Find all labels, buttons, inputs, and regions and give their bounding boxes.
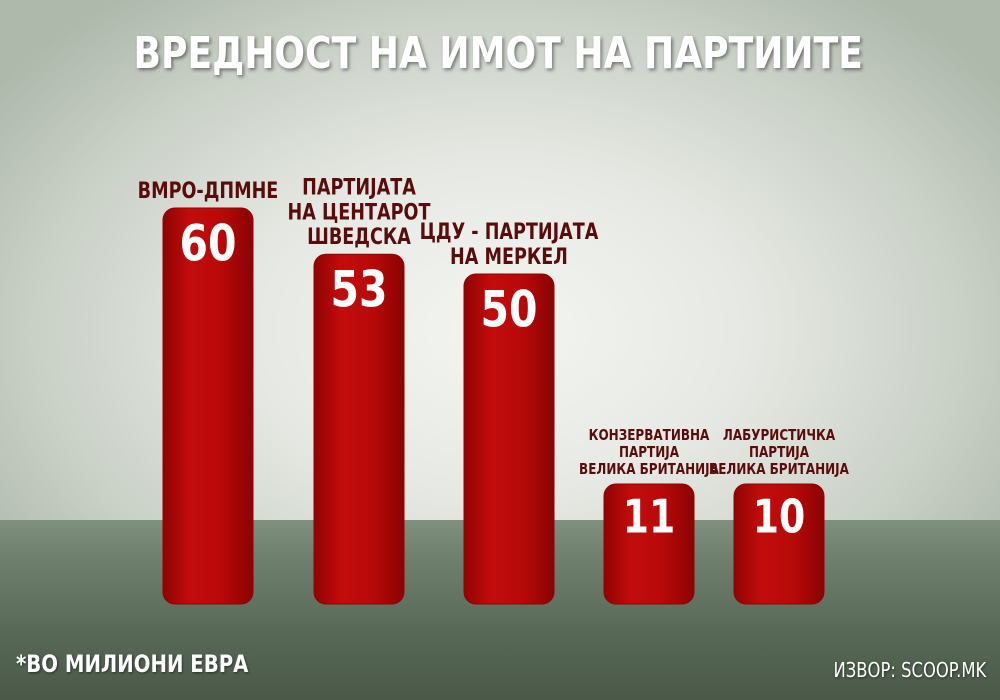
- chart-title: ВРЕДНОСТ НА ИМОТ НА ПАРТИИТЕ: [133, 28, 863, 79]
- category-label: ЛАБУРИСТИЧКА: [723, 427, 836, 445]
- bar-value-label: 60: [179, 215, 236, 273]
- category-label: ВМРО-ДПМНЕ: [138, 178, 279, 203]
- bar: [733, 483, 825, 605]
- bar-value-label: 11: [623, 490, 675, 544]
- category-label: НА МЕРКЕЛ: [450, 244, 568, 269]
- category-label: ЦДУ - ПАРТИЈАТА: [420, 219, 599, 244]
- category-label: ПАРТИЈАТА: [302, 175, 416, 200]
- bar: [463, 273, 555, 605]
- category-label: ШВЕДСКА: [307, 224, 411, 249]
- bar: [603, 483, 695, 605]
- bar-value-label: 50: [480, 281, 537, 339]
- category-label: ВЕЛИКА БРИТАНИЈА: [709, 461, 849, 479]
- bar-value-label: 53: [330, 261, 387, 319]
- category-label: ПАРТИЈА: [619, 444, 680, 462]
- bar-value-label: 10: [753, 490, 805, 544]
- category-label: НА ЦЕНТАРОТ: [288, 199, 431, 224]
- category-label: ВЕЛИКА БРИТАНИЈА: [579, 461, 719, 479]
- bar: [162, 207, 254, 605]
- source-label: ИЗВОР: SCOOP.MK: [833, 658, 986, 682]
- bar-group: 60 ВМРО-ДПМНЕ: [138, 178, 279, 605]
- category-label: КОНЗЕРВАТИВНА: [589, 427, 710, 445]
- unit-footnote: *ВО МИЛИОНИ ЕВРА: [16, 650, 249, 678]
- bar: [313, 253, 405, 605]
- category-label: ПАРТИЈА: [749, 444, 810, 462]
